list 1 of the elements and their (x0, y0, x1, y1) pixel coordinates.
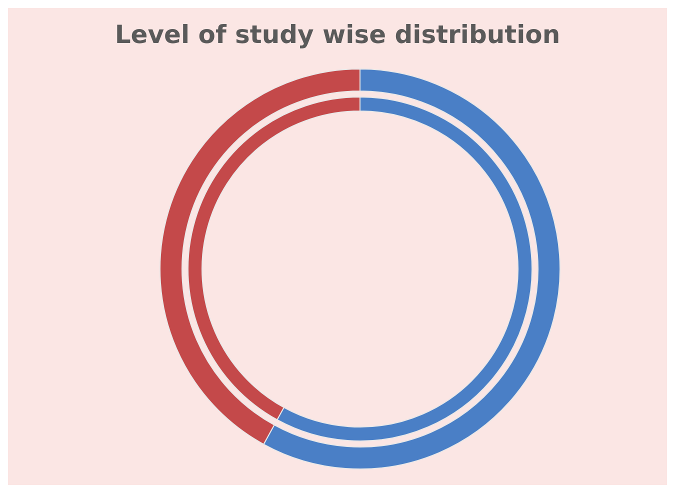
chart-title: Level of study wise distribution (114, 20, 562, 49)
